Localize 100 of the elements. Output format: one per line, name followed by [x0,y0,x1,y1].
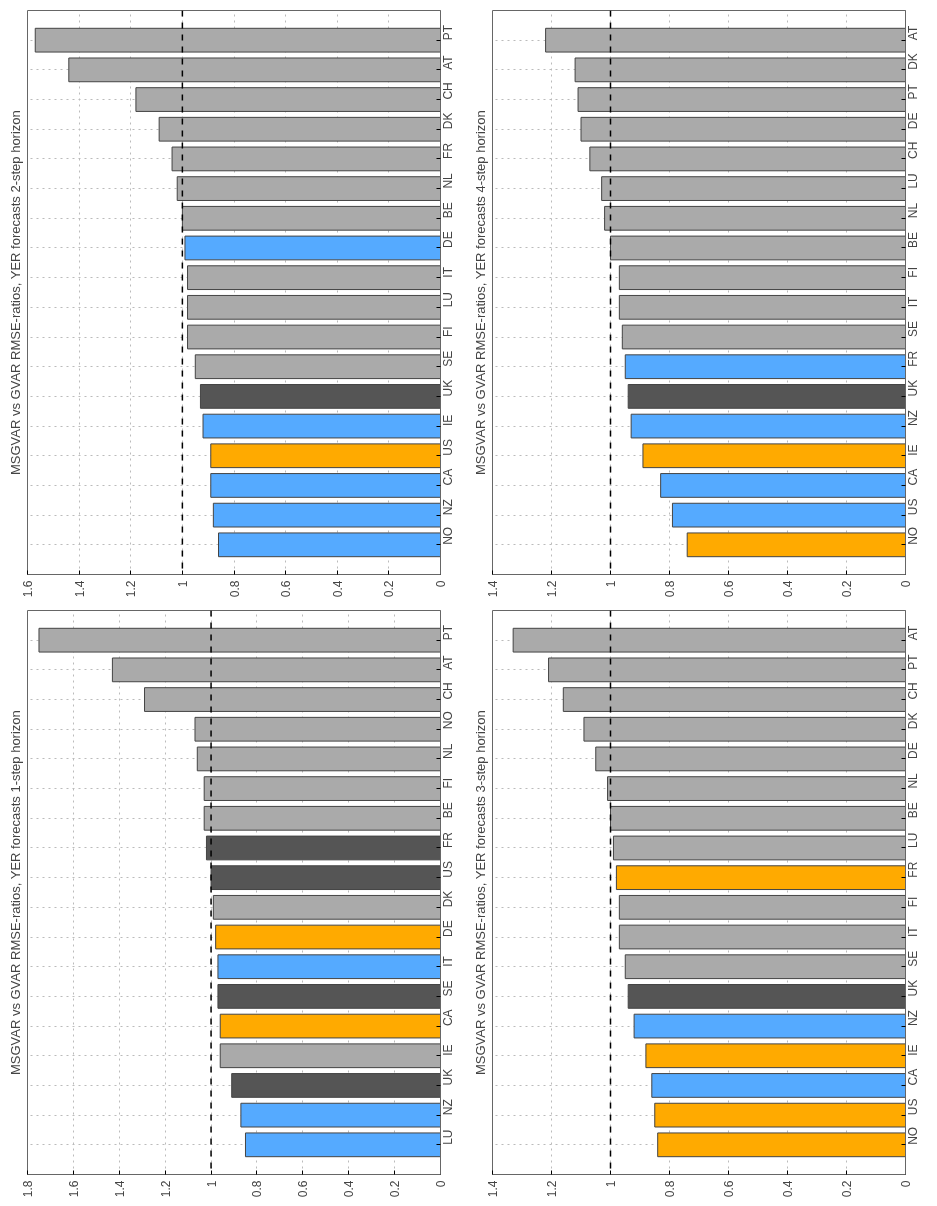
y-tick-label: DE [906,742,921,759]
y-tick-label: DE [441,920,456,938]
y-tick-label: UK [441,379,456,397]
y-tick-label: FI [441,777,456,789]
y-tick-label: CA [441,1009,456,1027]
x-tick-label: 1.2 [124,580,139,598]
x-tick-label: 0.8 [663,1180,677,1198]
y-tick-label: IT [906,296,921,308]
y-tick-label: US [906,498,921,516]
y-tick-label: NO [441,711,456,730]
y-tick-label: FI [906,266,921,278]
y-tick-label: DK [441,112,456,130]
x-tick-label: 0.6 [722,580,736,598]
x-tick-label: 0.2 [840,580,854,598]
y-tick-label: NO [906,526,921,545]
y-tick-label: IE [441,414,456,427]
x-tick-label: 0 [899,1180,913,1188]
y-tick-label: IT [441,955,456,967]
y-tick-label: CA [906,1068,921,1086]
y-tick-label: NO [441,526,456,545]
y-tick-label: NL [906,202,921,219]
y-tick-label: DK [906,53,921,70]
y-tick-label: IE [441,1044,456,1056]
y-tick-label: NL [441,172,456,189]
y-tick-label: LU [441,1129,456,1145]
y-tick-label: PT [906,653,921,670]
y-tick-label: NZ [441,499,456,516]
x-tick-label: 0.4 [342,1180,357,1198]
y-tick-label: CH [906,141,921,159]
y-tick-label: NO [906,1126,921,1145]
y-tick-label: CH [441,682,456,700]
y-tick-label: SE [906,950,921,967]
text: MSGVAR vs GVAR RMSE-ratios, YER forecasts 2-step horizon [7,110,23,476]
y-tick-label: CH [441,82,456,100]
x-tick-label: 1 [175,580,190,588]
y-tick-label: DK [441,890,456,908]
y-tick-label: LU [441,292,456,308]
x-tick-label: 0.8 [227,580,242,598]
y-tick-label: BE [441,802,456,819]
x-tick-label: 1.8 [21,1180,35,1198]
x-tick-label: 1 [604,580,618,588]
y-tick-label: IE [906,444,921,456]
y-tick-label: UK [441,1068,456,1086]
x-tick-label: 1.6 [66,1180,81,1198]
y-tick-label: DK [906,712,921,730]
y-tick-label: NL [441,743,456,759]
y-tick-label: US [441,439,456,456]
y-tick-label: UK [906,979,921,997]
y-tick-label: CA [906,468,921,486]
x-tick-label: 1.4 [112,1180,127,1198]
text: MSGVAR vs GVAR RMSE-ratios, YER forecasts 4-step horizon [472,110,488,476]
y-tick-label: FR [441,831,456,848]
x-tick-label: 1 [204,1180,219,1188]
y-tick-label: CH [906,682,921,700]
y-tick-label: FI [906,896,921,908]
y-tick-label: FI [441,326,456,338]
x-tick-label: 1.2 [158,1180,173,1198]
y-tick-label: AT [906,25,921,41]
y-tick-label: PT [441,24,456,41]
y-tick-label: NL [906,772,921,789]
x-tick-label: 1.4 [486,1180,500,1198]
text: MSGVAR vs GVAR RMSE-ratios, YER forecasts 3-step horizon [472,710,488,1076]
x-tick-label: 0.8 [250,1180,265,1198]
y-tick-label: SE [441,980,456,997]
y-tick-label: AT [441,654,456,670]
x-tick-label: 0.6 [296,1180,311,1198]
x-tick-label: 0.4 [781,1180,795,1198]
y-tick-label: IT [441,266,456,278]
x-tick-label: 0 [434,1180,448,1188]
x-tick-label: 1 [604,1180,618,1188]
x-tick-label: 0.6 [722,1180,736,1198]
y-tick-label: FR [441,142,456,159]
x-tick-label: 1.6 [21,580,35,598]
y-tick-label: AT [906,625,921,641]
x-tick-label: 0 [434,580,448,588]
x-tick-label: 1.2 [545,1180,559,1198]
y-tick-label: IT [906,925,921,938]
y-tick-label: NZ [906,410,921,427]
y-tick-label: BE [906,231,921,248]
y-tick-label: PT [441,624,456,641]
y-tick-label: AT [441,54,456,70]
y-tick-label: NZ [906,1010,921,1027]
y-tick-label: PT [906,83,921,100]
x-tick-label: 0.8 [663,580,677,598]
y-tick-label: LU [906,173,921,189]
x-tick-label: 0.2 [388,1180,403,1198]
y-tick-label: UK [906,379,921,397]
y-tick-label: CA [441,468,456,486]
x-tick-label: 0.2 [840,1180,854,1198]
x-tick-label: 0 [899,580,913,588]
y-tick-label: SE [441,350,456,367]
y-tick-label: US [441,860,456,878]
x-tick-label: 0.2 [382,580,397,598]
y-tick-label: LU [906,832,921,848]
y-tick-label: BE [441,202,456,219]
x-tick-label: 1.2 [545,580,559,598]
x-tick-label: 0.6 [279,580,294,598]
y-tick-label: DE [906,112,921,130]
x-tick-label: 0.4 [330,580,345,598]
x-tick-label: 1.4 [72,580,87,598]
